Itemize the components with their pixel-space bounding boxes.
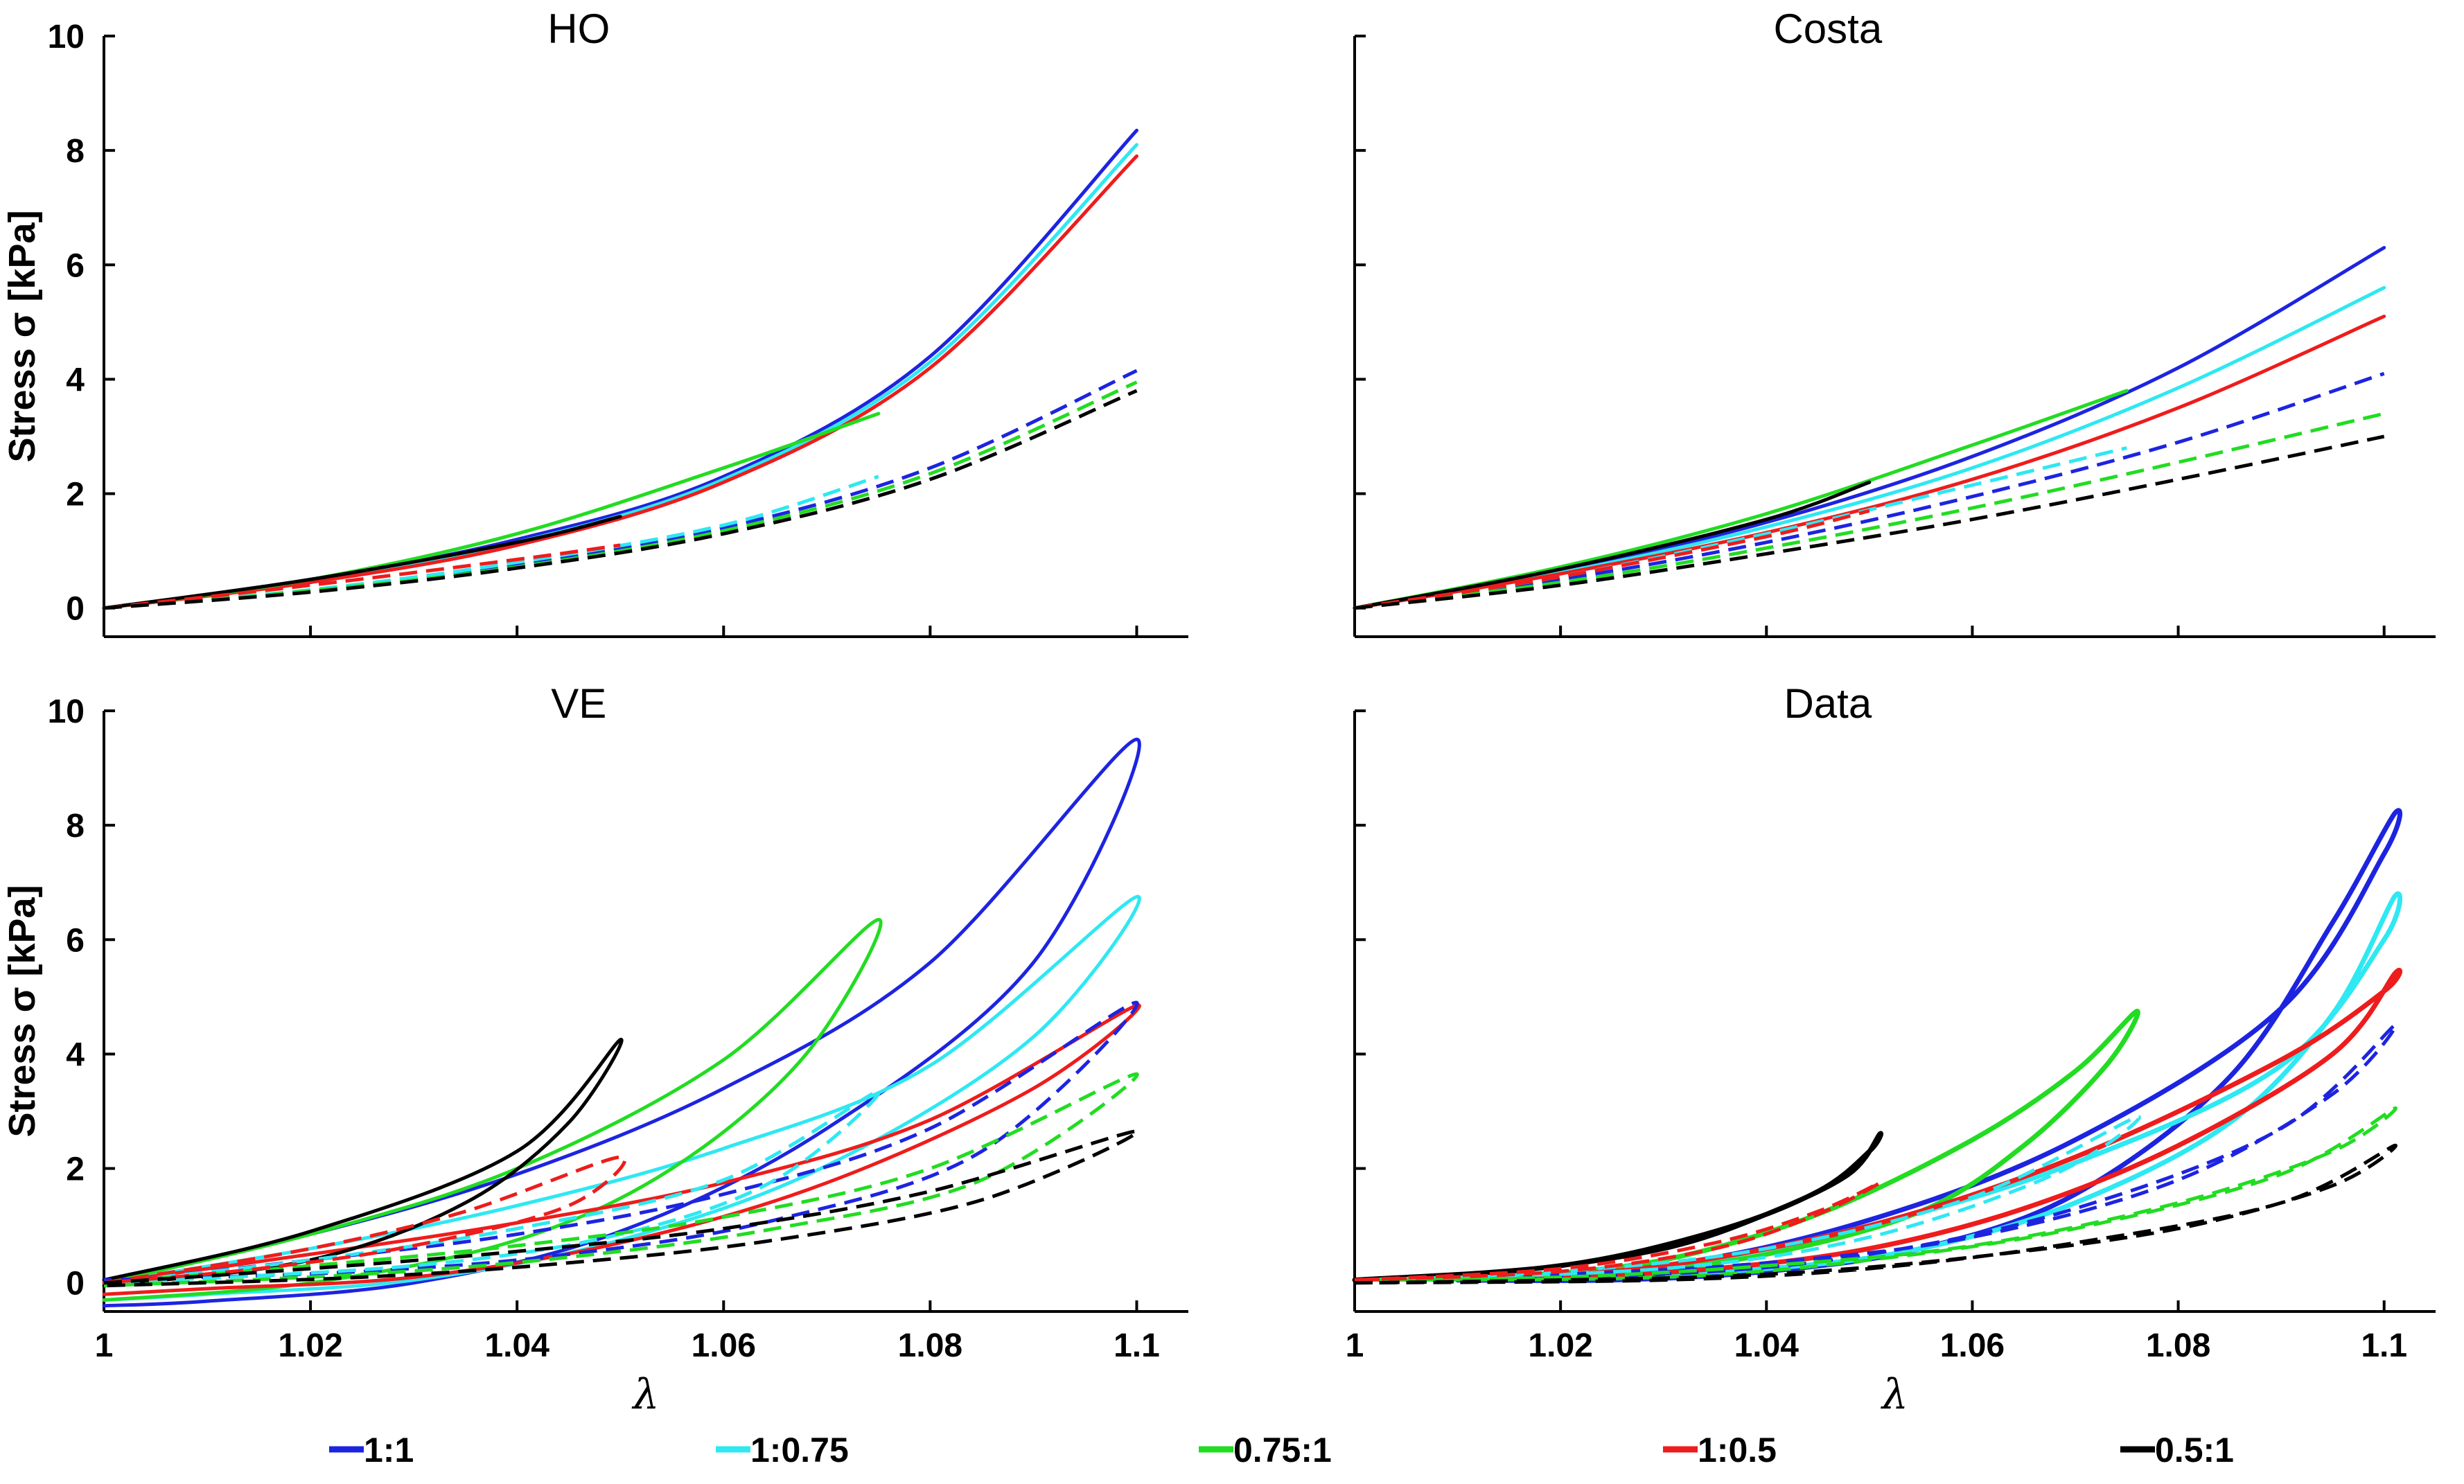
panel-title-costa: Costa [1773, 6, 1882, 52]
legend-item-0-5-1: 0.5:1 [2120, 1431, 2234, 1469]
series-0-75-1-solid-ho [102, 412, 881, 610]
series-1-0-75-solid-costa [1353, 285, 2386, 610]
x-tick-label-ve: 1.04 [484, 1327, 549, 1364]
y-tick-label-ho: 6 [66, 247, 85, 284]
series-0-5-1-dashed-costa [1354, 434, 2385, 610]
legend-label: 1:1 [364, 1431, 414, 1469]
series-1-0-75-dashed-ho [103, 475, 879, 610]
legend-label: 1:0.5 [1698, 1431, 1777, 1469]
series-1-0-5-dashed-costa [1354, 509, 1870, 610]
panel-data: 1 1.02 1.04 1.06 1.08 1.1 Data λ [1346, 680, 2436, 1419]
series-0-75-1-dashed-costa [1354, 412, 2385, 610]
legend-item-1-1: 1:1 [329, 1431, 414, 1469]
panel-title-ho: HO [547, 6, 610, 52]
panel-title-ve: VE [551, 680, 606, 727]
series-1-0-5-dashed-ho [103, 543, 621, 610]
panel-costa: Costa [1353, 6, 2436, 638]
series-0-75-1-dashed-data [1354, 1106, 2397, 1282]
y-tick-label-ve: 2 [66, 1151, 85, 1188]
y-axis-label-ve: Stress σ [kPa] [1, 885, 43, 1137]
legend-label: 0.5:1 [2155, 1431, 2234, 1469]
series-1-0-5-solid-ho [102, 154, 1138, 610]
series-0-5-1-solid-ve [102, 1038, 624, 1288]
series-1-1-dashed-ve [103, 1000, 1139, 1285]
series-1-1-solid-ho [102, 128, 1138, 610]
series-1-1-dashed-costa [1354, 371, 2385, 610]
x-axis-label-data: λ [1881, 1370, 1908, 1419]
y-tick-label-ho: 4 [66, 362, 85, 398]
y-tick-label-ve: 6 [66, 922, 85, 959]
x-tick-label-data: 1.08 [2146, 1327, 2210, 1364]
y-tick-label-ve: 4 [66, 1036, 85, 1073]
legend-label: 0.75:1 [1233, 1431, 1332, 1469]
x-tick-label-data: 1.02 [1528, 1327, 1592, 1364]
x-tick-label-ve: 1.08 [898, 1327, 962, 1364]
series-1-0-5-solid-ve [102, 1003, 1141, 1296]
series-1-1-dashed-ho [103, 369, 1138, 610]
panel-ho: 0 2 4 6 8 10 HO Stress σ [kPa] [1, 6, 1188, 638]
series-0-5-1-solid-ho [102, 515, 622, 610]
x-axis-label-ve: λ [631, 1370, 659, 1419]
series-0-75-1-dashed-ho [103, 380, 1138, 610]
legend-item-0-75-1: 0.75:1 [1199, 1431, 1332, 1469]
series-1-0-5-solid-costa [1353, 315, 2386, 610]
legend-item-1-0-5: 1:0.5 [1663, 1431, 1777, 1469]
series-1-0-75-dashed-costa [1354, 446, 2127, 610]
series-1-0-75-dashed-ve [103, 1089, 881, 1285]
legend-label: 1:0.75 [750, 1431, 849, 1469]
x-tick-label-ve: 1.1 [1114, 1327, 1160, 1364]
series-1-0-75-solid-ho [102, 143, 1138, 610]
series-1-0-5-solid-data [1506, 967, 2402, 1280]
y-tick-label-ho: 10 [48, 19, 85, 55]
y-tick-label-ve: 0 [66, 1266, 85, 1302]
x-tick-label-data: 1.06 [1940, 1327, 2005, 1364]
legend-item-1-0-75: 1:0.75 [716, 1431, 849, 1469]
y-tick-label-ho: 2 [66, 477, 85, 513]
series-0-5-1-solid-data [1352, 1131, 1884, 1283]
y-tick-label-ve: 10 [48, 694, 85, 730]
x-tick-label-ve: 1 [95, 1327, 114, 1364]
panel-title-data: Data [1784, 680, 1872, 727]
y-axis-label-ho: Stress σ [kPa] [1, 210, 43, 462]
legend: 1:1 1:0.75 0.75:1 1:0.5 0.5:1 [329, 1431, 2234, 1469]
x-tick-label-data: 1 [1346, 1327, 1364, 1364]
series-1-0-5-dashed-ve [103, 1155, 627, 1285]
x-tick-label-ve: 1.02 [278, 1327, 342, 1364]
series-0-5-1-dashed-data [1354, 1143, 2397, 1285]
series-1-0-75-solid-ve [102, 894, 1141, 1302]
series-0-5-1-dashed-ho [103, 389, 1138, 610]
series-group-ve [102, 737, 1141, 1308]
series-0-5-1-solid-costa [1353, 480, 1872, 610]
series-1-1-solid-ve [102, 737, 1141, 1308]
series-1-0-75-dashed-data [1354, 1115, 2141, 1282]
panels-group: 0 2 4 6 8 10 HO Stress σ [kPa] Costa 0 2 4 6 8 10 1 1.02… [1, 6, 2436, 1419]
y-tick-label-ve: 8 [66, 808, 85, 845]
series-0-75-1-dashed-ve [103, 1072, 1139, 1288]
x-tick-label-data: 1.1 [2361, 1327, 2407, 1364]
series-1-0-75-solid-data [1434, 891, 2402, 1280]
series-group-ho [102, 128, 1138, 610]
series-group-data [1352, 808, 2402, 1285]
x-tick-label-data: 1.04 [1734, 1327, 1799, 1364]
series-group-costa [1353, 246, 2386, 610]
x-tick-label-ve: 1.06 [692, 1327, 756, 1364]
series-1-1-solid-costa [1353, 246, 2386, 610]
y-tick-label-ho: 0 [66, 591, 85, 628]
y-tick-label-ho: 8 [66, 133, 85, 170]
panel-ve: 0 2 4 6 8 10 1 1.02 1.04 1.06 1.08 1.1 VE Stress σ [k… [1, 680, 1188, 1419]
